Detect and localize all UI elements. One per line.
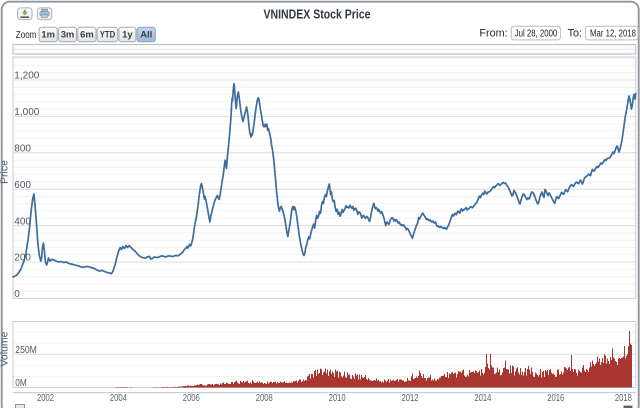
svg-text:2010: 2010 [329,393,346,404]
svg-text:1,200: 1,200 [14,71,39,82]
svg-text:Price: Price [0,160,11,184]
svg-text:2006: 2006 [183,393,200,404]
svg-text:800: 800 [14,144,31,155]
svg-text:1m: 1m [41,29,55,40]
svg-text:YTD: YTD [100,29,116,40]
svg-text:2008: 2008 [256,393,273,404]
svg-text:0M: 0M [15,378,26,389]
svg-text:VNINDEX Stock Price: VNINDEX Stock Price [264,6,371,21]
svg-text:Mar 12, 2018: Mar 12, 2018 [590,29,636,40]
svg-text:2016: 2016 [547,393,564,404]
svg-text:2002: 2002 [37,393,54,404]
svg-text:1,000: 1,000 [14,107,39,118]
svg-text:600: 600 [14,180,31,191]
svg-text:250M: 250M [15,345,37,356]
svg-text:Volume: Volume [0,331,11,366]
svg-text:2004: 2004 [110,393,127,404]
svg-text:All: All [140,29,152,40]
svg-text:400: 400 [14,216,31,227]
svg-text:0: 0 [14,289,20,300]
svg-text:2014: 2014 [474,393,491,404]
svg-text:3m: 3m [61,29,75,40]
svg-text:From:: From: [479,28,507,40]
svg-text:6m: 6m [80,29,94,40]
svg-text:To:: To: [568,28,582,40]
svg-text:2018: 2018 [615,393,632,404]
svg-text:Jul 28, 2000: Jul 28, 2000 [515,29,558,40]
svg-text:1y: 1y [122,29,133,40]
svg-text:200: 200 [14,253,31,264]
svg-text:Zoom: Zoom [16,29,37,41]
svg-text:2012: 2012 [402,393,419,404]
